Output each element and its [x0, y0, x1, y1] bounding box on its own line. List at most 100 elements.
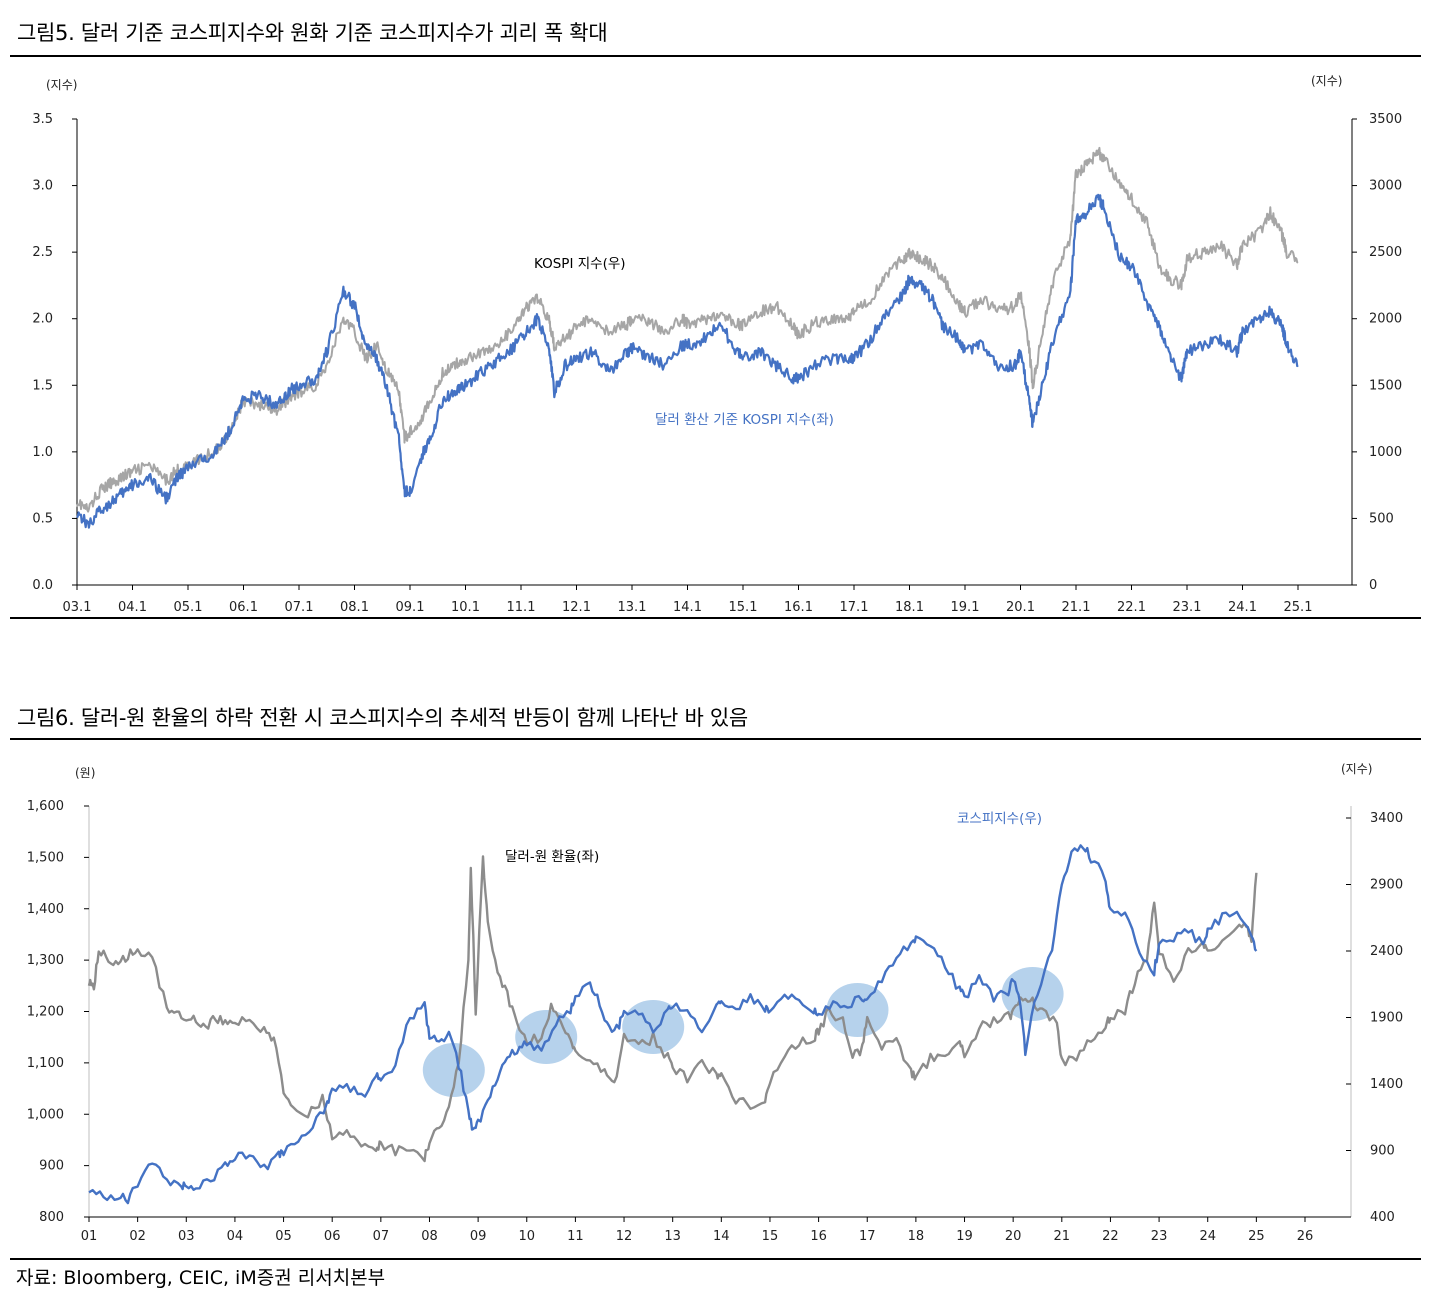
- figure6-x-tick-label: 19: [956, 1229, 973, 1244]
- figure6-axes: 800 900 1,000 1,100 1,200 1,300 1,400 1,500 1,60…: [27, 799, 1403, 1244]
- figure6-x-tick-label: 15: [762, 1229, 779, 1244]
- figure6-x-tick-label: 17: [859, 1229, 876, 1244]
- figure6-x-tick-label: 23: [1151, 1229, 1168, 1244]
- figure6-x-tick-label: 25: [1248, 1229, 1265, 1244]
- figure5-right-tick-label: 2000: [1369, 312, 1402, 327]
- figure6-x-tick-label: 06: [324, 1229, 341, 1244]
- figure6-x-tick-label: 13: [664, 1229, 681, 1244]
- figure6-x-tick-label: 04: [227, 1229, 244, 1244]
- figure5-x-tick-label: 17.1: [840, 600, 869, 615]
- figure5-x-tick-label: 19.1: [951, 600, 980, 615]
- figure6-right-tick-label: 3400: [1370, 811, 1403, 826]
- figure6-right-tick-label: 400: [1370, 1210, 1395, 1225]
- figure6-x-tick-label: 05: [275, 1229, 292, 1244]
- figure5-left-tick-label: 0.0: [32, 578, 53, 593]
- figure5-right-unit: (지수): [1311, 74, 1342, 88]
- figure6-annotation-fx: 달러-원 환율(좌): [505, 849, 599, 865]
- figure5-x-tick-label: 08.1: [340, 600, 369, 615]
- figure6-left-tick-label: 1,000: [27, 1107, 64, 1122]
- figure6-x-tick-label: 01: [81, 1229, 98, 1244]
- figure5-bottom-rule: [10, 617, 1421, 619]
- figure6-x-tick-label: 16: [810, 1229, 827, 1244]
- figure5-x-tick-label: 15.1: [729, 600, 758, 615]
- figure5-usd-kospi-line: [76, 193, 1299, 529]
- figure5-right-tick-label: 3500: [1369, 112, 1402, 127]
- figure6-left-tick-label: 1,300: [27, 953, 64, 968]
- figure6-right-unit: (지수): [1341, 762, 1372, 776]
- figure5-annotation-usd-kospi: 달러 환산 기준 KOSPI 지수(좌): [655, 412, 834, 428]
- figure6-x-tick-label: 08: [421, 1229, 438, 1244]
- figure6-series: [87, 844, 1258, 1205]
- figure6-left-tick-label: 1,200: [27, 1005, 64, 1020]
- figure6-kospi-line: [88, 844, 1258, 1205]
- figure5-title: 그림5. 달러 기준 코스피지수와 원화 기준 코스피지수가 괴리 폭 확대: [17, 21, 608, 45]
- figure6-x-tick-label: 12: [616, 1229, 633, 1244]
- figure6-left-tick-label: 900: [39, 1159, 64, 1174]
- figure6-title: 그림6. 달러-원 환율의 하락 전환 시 코스피지수의 추세적 반등이 함께 …: [17, 706, 748, 730]
- figure5-series: [76, 146, 1299, 529]
- figure5-left-tick-label: 3.0: [32, 179, 53, 194]
- figure6-x-tick-label: 18: [908, 1229, 925, 1244]
- figure6-left-unit: (원): [75, 766, 95, 780]
- figure5-top-rule: [10, 55, 1421, 57]
- figure6-x-tick-label: 26: [1297, 1229, 1314, 1244]
- figure6-x-tick-label: 10: [518, 1229, 535, 1244]
- figure6-right-tick-label: 1400: [1370, 1077, 1403, 1092]
- figure5-right-tick-label: 3000: [1369, 179, 1402, 194]
- figure5-left-tick-label: 2.0: [32, 312, 53, 327]
- figure6-highlight-ellipse: [1001, 967, 1064, 1021]
- figure5-x-tick-label: 16.1: [784, 600, 813, 615]
- figure5-left-unit: (지수): [46, 78, 77, 92]
- figure5-left-tick-label: 2.5: [32, 245, 53, 260]
- figure6-x-tick-label: 21: [1054, 1229, 1071, 1244]
- figure6-right-tick-label: 1900: [1370, 1011, 1403, 1026]
- figure5-left-tick-label: 3.5: [32, 112, 53, 127]
- figure6-annotation-kospi: 코스피지수(우): [957, 811, 1042, 827]
- figure6-x-tick-label: 11: [567, 1229, 584, 1244]
- figure6-top-rule: [10, 738, 1421, 740]
- figure6-left-tick-label: 1,400: [27, 902, 64, 917]
- figure5-annotation-kospi: KOSPI 지수(우): [534, 256, 626, 272]
- figure5-x-tick-label: 24.1: [1228, 600, 1257, 615]
- figure5-right-tick-label: 1000: [1369, 445, 1402, 460]
- figure5-chart: (지수) (지수) 0.0 0.5 1.0 1.5 2.0 2.5 3.0 3.5 0 500 10…: [32, 74, 1402, 615]
- figure5-x-tick-label: 20.1: [1006, 600, 1035, 615]
- figure5-x-tick-label: 14.1: [673, 600, 702, 615]
- figure6-right-tick-label: 2400: [1370, 944, 1403, 959]
- figure6-x-tick-label: 22: [1102, 1229, 1119, 1244]
- figure6-x-tick-label: 20: [1005, 1229, 1022, 1244]
- figure6-highlight-ellipse: [622, 1000, 685, 1054]
- figure6-highlight-ellipse: [422, 1043, 485, 1097]
- figure5-x-tick-label: 23.1: [1173, 600, 1202, 615]
- figure6-highlight-ellipse: [826, 983, 889, 1037]
- figure5-x-tick-label: 09.1: [396, 600, 425, 615]
- figure5-x-tick-label: 10.1: [451, 600, 480, 615]
- figure5-x-tick-label: 25.1: [1284, 600, 1313, 615]
- figure5-left-tick-label: 0.5: [32, 511, 53, 526]
- figure5-x-tick-label: 04.1: [118, 600, 147, 615]
- figure6-right-tick-label: 900: [1370, 1144, 1395, 1159]
- figure5-x-tick-label: 12.1: [562, 600, 591, 615]
- figure6-x-tick-label: 07: [373, 1229, 390, 1244]
- figure5-x-tick-label: 13.1: [618, 600, 647, 615]
- figure6-x-tick-label: 03: [178, 1229, 195, 1244]
- figure6-highlights: [422, 967, 1064, 1097]
- figure6-x-tick-label: 09: [470, 1229, 487, 1244]
- figure5-x-tick-label: 18.1: [895, 600, 924, 615]
- figure6-left-tick-label: 800: [39, 1210, 64, 1225]
- figure5-x-tick-label: 22.1: [1117, 600, 1146, 615]
- figure6-left-tick-label: 1,100: [27, 1056, 64, 1071]
- figure6-left-tick-label: 1,600: [27, 799, 64, 814]
- figure6-bottom-rule: [10, 1258, 1421, 1260]
- figure5-x-tick-label: 03.1: [63, 600, 92, 615]
- source-note: 자료: Bloomberg, CEIC, iM증권 리서치본부: [16, 1267, 386, 1289]
- figure6-left-tick-label: 1,500: [27, 850, 64, 865]
- figure5-axes: 0.0 0.5 1.0 1.5 2.0 2.5 3.0 3.5 0 500 1000 1500 2000…: [32, 112, 1402, 615]
- figure5-left-tick-label: 1.5: [32, 378, 53, 393]
- figure6-x-tick-label: 02: [129, 1229, 146, 1244]
- figure5-right-tick-label: 2500: [1369, 245, 1402, 260]
- figure5-x-tick-label: 07.1: [285, 600, 314, 615]
- figure5-left-tick-label: 1.0: [32, 445, 53, 460]
- figure5-right-tick-label: 1500: [1369, 378, 1402, 393]
